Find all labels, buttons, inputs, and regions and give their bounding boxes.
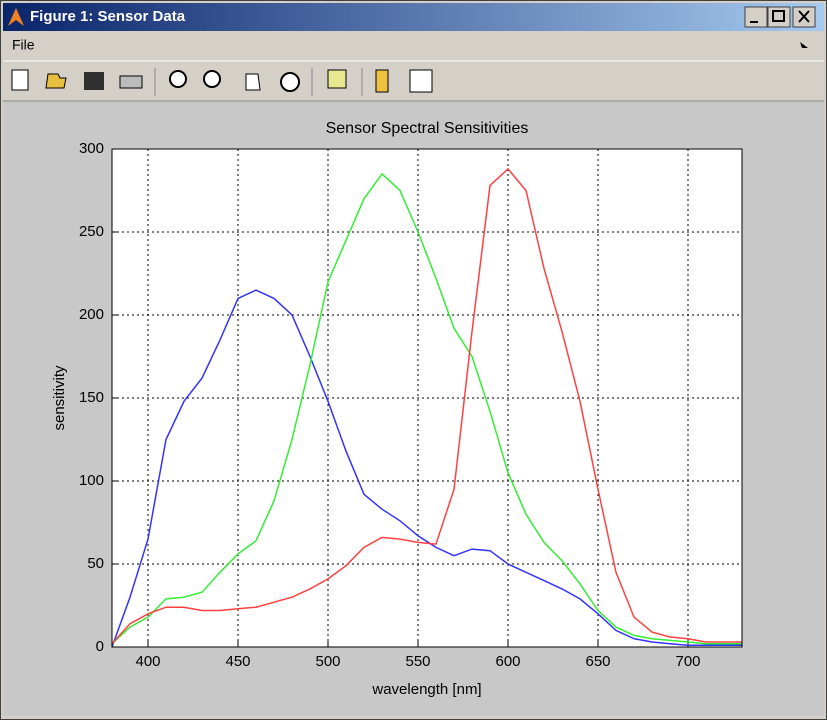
rotate-icon[interactable] [280, 72, 300, 92]
zoom-in-icon[interactable] [169, 70, 187, 88]
y-tick-label: 150 [79, 389, 104, 406]
colorbar-icon[interactable] [375, 69, 389, 93]
window-title: Figure 1: Sensor Data [30, 8, 186, 25]
y-tick-label: 250 [79, 223, 104, 240]
y-tick-label: 100 [79, 472, 104, 489]
app-icon [8, 8, 24, 26]
y-tick-label: 0 [96, 638, 104, 655]
y-tick-label: 200 [79, 306, 104, 323]
y-tick-label: 300 [79, 140, 104, 157]
y-axis-label: sensitivity [51, 365, 68, 431]
series-line [111, 172, 742, 645]
x-tick-label: 700 [675, 653, 700, 670]
series-line [111, 167, 742, 645]
datacursor-icon[interactable] [327, 69, 347, 89]
x-tick-label: 550 [405, 653, 430, 670]
toolbar [11, 68, 433, 96]
series-line [111, 289, 742, 648]
pan-icon[interactable] [245, 73, 261, 91]
x-tick-label: 450 [225, 653, 250, 670]
menu-item[interactable]: File [12, 37, 35, 53]
x-tick-label: 400 [135, 653, 160, 670]
print-icon[interactable] [119, 75, 143, 89]
dock-arrow[interactable] [800, 42, 808, 48]
x-tick-label: 650 [585, 653, 610, 670]
x-axis-label: wavelength [nm] [371, 681, 481, 698]
minimize-button[interactable] [744, 6, 768, 28]
y-tick-label: 50 [87, 555, 104, 572]
legend-icon[interactable] [409, 69, 433, 93]
axes-box [111, 148, 743, 648]
maximize-glyph [772, 10, 785, 22]
x-tick-label: 600 [495, 653, 520, 670]
chart-title: Sensor Spectral Sensitivities [326, 120, 529, 137]
zoom-out-icon[interactable] [203, 70, 221, 88]
open-icon[interactable] [45, 73, 67, 89]
save-icon[interactable] [84, 72, 104, 90]
window-controls[interactable] [744, 6, 816, 28]
x-tick-label: 500 [315, 653, 340, 670]
title-bar [3, 3, 824, 31]
new-icon[interactable] [11, 69, 29, 91]
close-glyph [798, 10, 810, 23]
